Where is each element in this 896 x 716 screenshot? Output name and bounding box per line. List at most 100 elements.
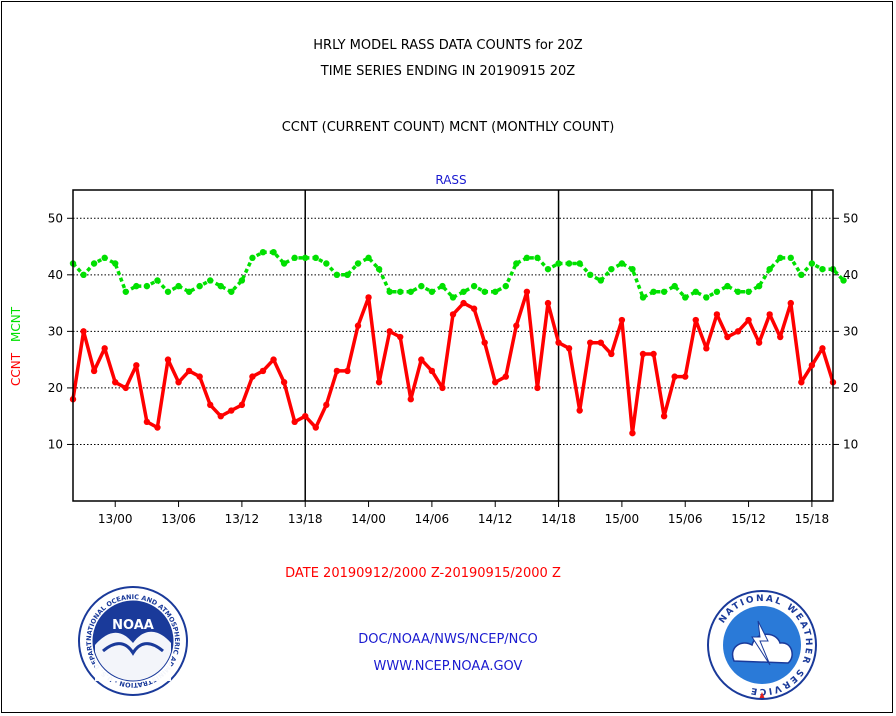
ccnt-point-26 — [344, 367, 351, 375]
mcnt-point-54 — [639, 294, 647, 301]
ccnt-point-9 — [164, 356, 172, 363]
mcnt-point-29 — [375, 265, 383, 273]
mcnt-point-63 — [734, 288, 742, 295]
ccnt-point-20 — [280, 379, 288, 386]
mcnt-point-73 — [840, 277, 847, 284]
xtick-label-2: 13/12 — [225, 512, 260, 526]
xtick-label-6: 14/12 — [478, 512, 513, 526]
mcnt-point-19 — [270, 249, 277, 256]
mcnt-point-30 — [386, 288, 393, 295]
ccnt-point-40 — [492, 379, 499, 386]
mcnt-point-21 — [291, 254, 298, 262]
mcnt-point-61 — [713, 288, 721, 295]
mcnt-point-22 — [302, 254, 309, 262]
mcnt-point-71 — [819, 265, 826, 273]
ccnt-point-11 — [185, 367, 193, 375]
ccnt-point-58 — [682, 373, 689, 380]
mcnt-point-25 — [333, 271, 341, 279]
ccnt-point-33 — [418, 356, 425, 363]
ccnt-point-36 — [449, 311, 457, 318]
ccnt-point-44 — [534, 384, 541, 392]
ccnt-point-55 — [650, 350, 657, 358]
mcnt-point-10 — [175, 282, 182, 290]
ytick-label-right-10: 10 — [843, 437, 858, 451]
ccnt-point-8 — [154, 424, 161, 431]
mcnt-point-9 — [164, 288, 172, 295]
ccnt-point-45 — [544, 299, 552, 307]
mcnt-point-6 — [133, 282, 140, 290]
mcnt-point-60 — [703, 294, 710, 301]
ccnt-point-64 — [745, 316, 752, 324]
mcnt-point-8 — [154, 277, 161, 284]
mcnt-point-41 — [502, 282, 509, 290]
ytick-label-left-10: 10 — [48, 437, 63, 451]
ccnt-point-68 — [787, 299, 794, 307]
ccnt-point-23 — [312, 424, 319, 431]
ccnt-point-57 — [671, 373, 678, 380]
org-label: DOC/NOAA/NWS/NCEP/NCO — [358, 632, 538, 647]
mcnt-point-17 — [249, 254, 256, 262]
ytick-label-left-20: 20 — [48, 381, 63, 395]
mcnt-point-70 — [808, 260, 816, 267]
ccnt-point-24 — [323, 401, 330, 409]
mcnt-point-59 — [692, 288, 699, 295]
ccnt-point-15 — [228, 407, 235, 414]
ccnt-point-63 — [734, 328, 742, 335]
mcnt-point-69 — [798, 271, 805, 279]
ccnt-point-6 — [133, 362, 140, 369]
ccnt-point-46 — [555, 339, 562, 346]
mcnt-point-13 — [207, 277, 214, 284]
mcnt-point-12 — [196, 282, 203, 290]
ccnt-point-38 — [470, 305, 478, 312]
date-range: DATE 20190912/2000 Z-20190915/2000 Z — [285, 566, 561, 581]
mcnt-point-44 — [534, 254, 541, 262]
xtick-label-11: 15/18 — [795, 512, 830, 526]
mcnt-point-33 — [418, 282, 425, 290]
mcnt-point-20 — [280, 260, 288, 267]
xtick-label-3: 13/18 — [288, 512, 323, 526]
ytick-label-left-50: 50 — [48, 211, 63, 225]
mcnt-point-2 — [90, 260, 98, 267]
ytick-label-right-30: 30 — [843, 324, 858, 338]
chart-title-line2: TIME SERIES ENDING IN 20190915 20Z — [320, 64, 576, 79]
ccnt-point-22 — [302, 412, 309, 420]
mcnt-point-46 — [555, 260, 562, 267]
ccnt-point-2 — [90, 367, 98, 375]
mcnt-point-32 — [407, 288, 414, 295]
xtick-label-7: 14/18 — [541, 512, 576, 526]
ccnt-point-32 — [407, 396, 414, 403]
xtick-label-1: 13/06 — [161, 512, 196, 526]
mcnt-point-35 — [439, 282, 446, 290]
ytick-label-left-40: 40 — [48, 268, 63, 282]
mcnt-point-24 — [323, 260, 330, 267]
panel-title: RASS — [435, 173, 466, 187]
mcnt-point-64 — [745, 288, 752, 295]
ccnt-point-37 — [460, 299, 467, 307]
ccnt-point-17 — [249, 373, 256, 380]
xtick-label-4: 14/00 — [351, 512, 386, 526]
ccnt-point-61 — [713, 311, 721, 318]
ccnt-point-18 — [259, 367, 267, 375]
mcnt-point-16 — [238, 277, 246, 284]
ccnt-point-43 — [523, 288, 531, 295]
mcnt-point-53 — [629, 265, 636, 273]
ccnt-point-13 — [207, 401, 214, 409]
ccnt-point-41 — [502, 373, 509, 380]
mcnt-point-55 — [650, 288, 657, 295]
ccnt-point-47 — [565, 345, 573, 352]
ccnt-point-30 — [386, 328, 393, 335]
ytick-label-right-40: 40 — [843, 268, 858, 282]
mcnt-point-39 — [481, 288, 488, 295]
ccnt-point-5 — [122, 384, 129, 392]
mcnt-point-42 — [513, 260, 520, 267]
ccnt-point-62 — [724, 333, 731, 341]
mcnt-point-40 — [492, 288, 499, 295]
mcnt-point-37 — [460, 288, 467, 295]
mcnt-point-58 — [682, 294, 689, 301]
ccnt-point-7 — [143, 418, 151, 426]
mcnt-point-66 — [766, 265, 773, 273]
ccnt-point-19 — [270, 356, 277, 363]
chart-subtitle: CCNT (CURRENT COUNT) MCNT (MONTHLY COUNT… — [281, 120, 615, 135]
ccnt-point-56 — [660, 412, 668, 420]
ylabel-mcnt: MCNT — [9, 306, 23, 342]
